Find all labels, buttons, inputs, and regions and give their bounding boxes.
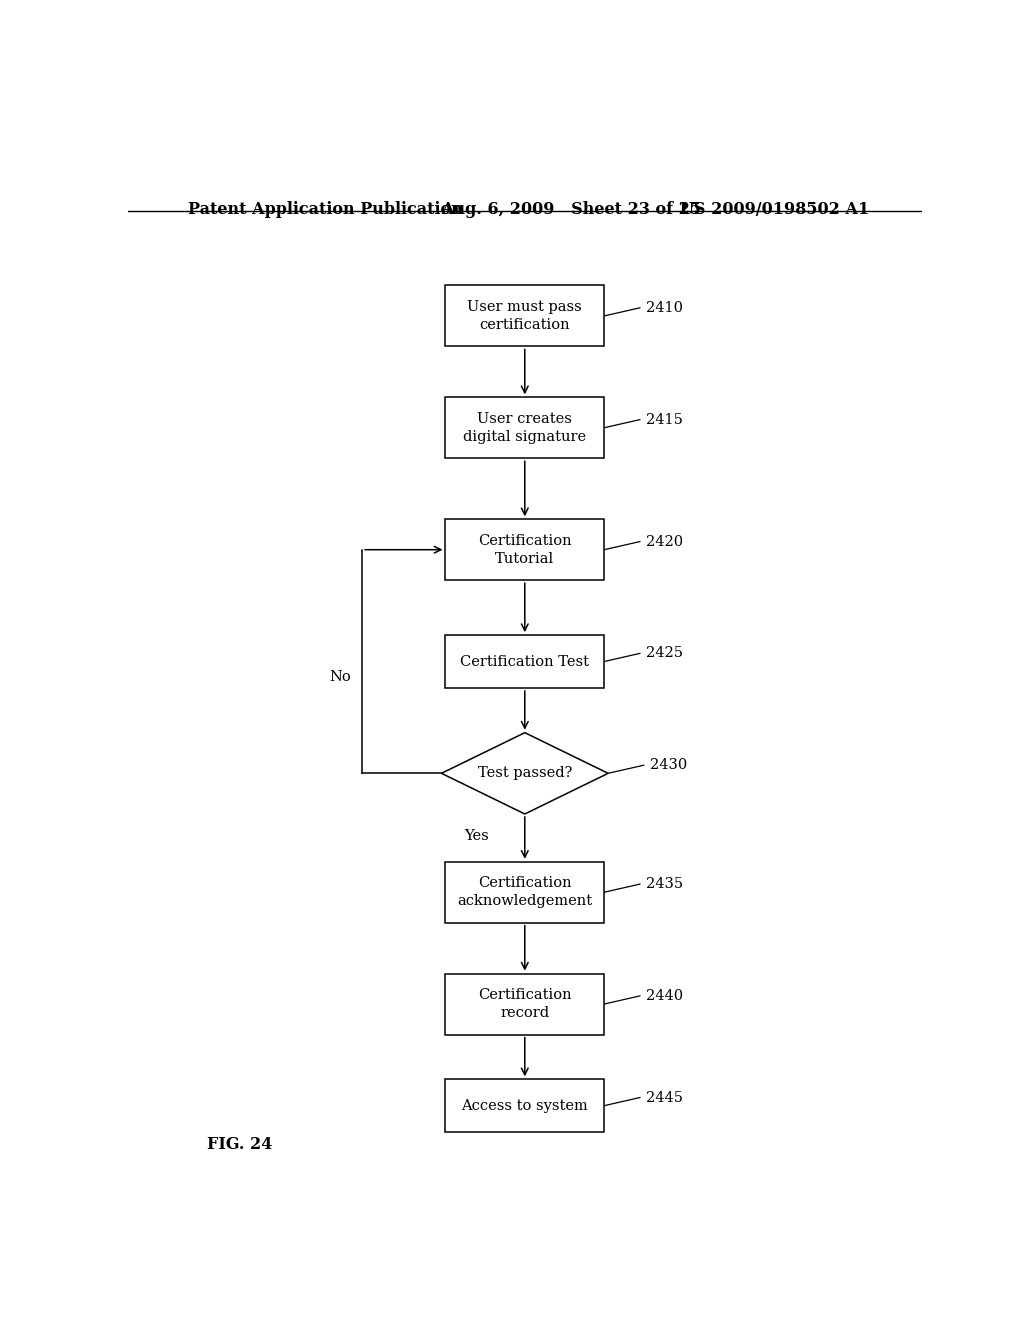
FancyBboxPatch shape [445, 974, 604, 1035]
Text: FIG. 24: FIG. 24 [207, 1135, 272, 1152]
FancyBboxPatch shape [445, 635, 604, 688]
Text: Certification
Tutorial: Certification Tutorial [478, 533, 571, 566]
Text: Certification
record: Certification record [478, 987, 571, 1020]
Text: US 2009/0198502 A1: US 2009/0198502 A1 [680, 201, 868, 218]
Text: No: No [330, 669, 351, 684]
Text: 2440: 2440 [646, 989, 683, 1003]
FancyBboxPatch shape [445, 397, 604, 458]
FancyBboxPatch shape [445, 1080, 604, 1133]
Text: Certification
acknowledgement: Certification acknowledgement [458, 876, 592, 908]
Text: 2435: 2435 [646, 876, 683, 891]
Text: 2425: 2425 [646, 647, 683, 660]
FancyBboxPatch shape [445, 519, 604, 581]
Text: 2445: 2445 [646, 1090, 683, 1105]
Text: Certification Test: Certification Test [461, 655, 589, 668]
Text: 2410: 2410 [646, 301, 683, 314]
Text: Yes: Yes [464, 829, 489, 843]
FancyBboxPatch shape [445, 285, 604, 346]
Text: Patent Application Publication: Patent Application Publication [187, 201, 462, 218]
FancyBboxPatch shape [445, 862, 604, 923]
Text: User creates
digital signature: User creates digital signature [463, 412, 587, 444]
Text: Aug. 6, 2009   Sheet 23 of 25: Aug. 6, 2009 Sheet 23 of 25 [441, 201, 701, 218]
Text: User must pass
certification: User must pass certification [467, 300, 583, 333]
Text: Test passed?: Test passed? [477, 767, 572, 780]
Polygon shape [441, 733, 608, 814]
Text: 2420: 2420 [646, 535, 683, 549]
Text: 2415: 2415 [646, 413, 683, 426]
Text: Access to system: Access to system [462, 1098, 588, 1113]
Text: 2430: 2430 [650, 758, 687, 772]
